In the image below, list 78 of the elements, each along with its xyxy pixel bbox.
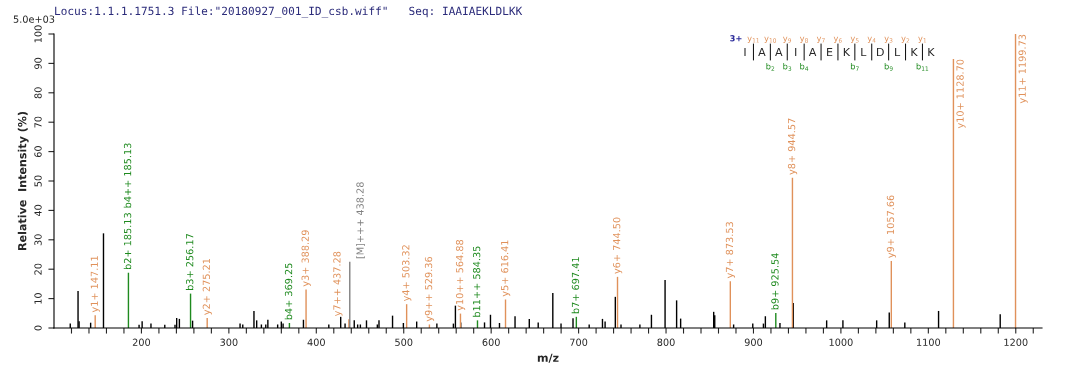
annotation: b$_{11}$ <box>916 62 929 71</box>
annotation: [M]+++ 438.28 <box>356 182 365 259</box>
annotation: L <box>861 47 867 57</box>
annotation: y11+ 1199.73 <box>1018 34 1028 104</box>
annotation: A <box>775 47 783 57</box>
annotation: K <box>928 47 935 57</box>
annotation: b$_{9}$ <box>884 62 893 71</box>
annotation: y5+ 616.41 <box>500 240 511 297</box>
annotation: y1+ 147.11 <box>90 256 100 313</box>
annotation: y$_{8}$ <box>799 36 808 43</box>
annotation: y4+ 503.32 <box>402 245 412 302</box>
annotation: b$_{3}$ <box>783 62 792 71</box>
y-tick-label: 90 <box>34 57 42 69</box>
annotation: y$_{9}$ <box>783 36 792 43</box>
x-tick-label: 1100 <box>917 338 941 346</box>
x-tick-label: 1200 <box>1004 338 1028 346</box>
x-axis-title: m/z <box>537 353 559 363</box>
annotation: b4+ 369.25 <box>284 263 293 320</box>
annotation: y$_{3}$ <box>884 36 893 43</box>
annotation: b2+ 185.13 <box>123 213 132 270</box>
annotation: y$_{6}$ <box>833 36 842 43</box>
x-tick-label: 300 <box>220 338 238 346</box>
annotation: b$_{7}$ <box>850 62 859 71</box>
annotation: y$_{5}$ <box>850 36 859 43</box>
y-tick-label: 20 <box>34 263 42 275</box>
x-tick-label: 700 <box>570 338 588 346</box>
annotation: y9+ 1057.66 <box>886 195 897 258</box>
y-tick-label: 60 <box>34 146 42 158</box>
text: 5.0e+03 <box>13 15 55 23</box>
annotation: b4++ 185.13 <box>123 143 132 208</box>
y-tick-label: 40 <box>34 204 42 217</box>
annotation: b3+ 256.17 <box>185 234 194 290</box>
annotation: K <box>843 47 851 57</box>
annotation: A <box>758 47 766 57</box>
y-tick-label: 50 <box>34 175 42 187</box>
annotation: y$_{11}$ <box>747 36 760 43</box>
annotation: y3+ 388.29 <box>301 230 311 287</box>
annotation: y9++ 529.36 <box>424 256 435 322</box>
y-tick-label: 30 <box>34 234 42 246</box>
x-tick-label: 800 <box>657 338 675 346</box>
annotation: y8+ 944.57 <box>787 118 798 175</box>
annotation: y$_{2}$ <box>901 36 910 43</box>
x-tick-label: 600 <box>482 338 500 346</box>
annotation: b$_{2}$ <box>766 62 775 71</box>
annotation: I <box>744 47 746 57</box>
y-tick-label: 10 <box>34 293 42 304</box>
x-tick-label: 500 <box>395 338 413 346</box>
annotation: I <box>795 47 797 57</box>
x-tick-label: 400 <box>307 338 325 346</box>
annotation: y7++ 437.28 <box>333 251 343 317</box>
y-tick-label: 80 <box>34 87 42 99</box>
annotation: y10++ 564.88 <box>455 239 466 311</box>
annotation: y10+ 1128.70 <box>956 59 966 129</box>
annotation: b7+ 697.41 <box>571 257 580 314</box>
annotation: L <box>895 47 901 57</box>
chart-title: Locus:1.1.1.1751.3 File:"20180927_001_ID_csb.wiff" Seq: IAAIAEKLDLKK <box>55 6 523 18</box>
x-tick-label: 1000 <box>829 338 853 346</box>
y-tick-label: 100 <box>34 25 42 43</box>
y-tick-label: 70 <box>34 116 42 128</box>
annotation: y$_{10}$ <box>764 36 777 43</box>
annotation: b9+ 925.54 <box>771 253 779 310</box>
annotation: b$_{4}$ <box>800 62 809 71</box>
annotation: y$_{7}$ <box>816 36 825 43</box>
annotation: D <box>877 47 884 57</box>
x-tick-label: 200 <box>132 338 151 346</box>
annotation: y6+ 744.50 <box>612 217 623 274</box>
y-axis-title: Relative Intensity (%) <box>17 111 29 250</box>
annotation: y7+ 873.53 <box>725 222 736 279</box>
annotation: 3+ <box>730 35 742 42</box>
annotation: E <box>827 47 833 57</box>
y-tick-label: 0 <box>34 325 42 331</box>
annotation: y$_{1}$ <box>918 36 927 43</box>
annotation: y2+ 275.21 <box>202 258 212 315</box>
x-tick-label: 900 <box>744 338 763 346</box>
annotation: y$_{4}$ <box>867 36 876 43</box>
annotation: K <box>911 47 918 57</box>
annotation: b11++ 584.35 <box>472 246 481 317</box>
annotation: A <box>808 47 817 57</box>
